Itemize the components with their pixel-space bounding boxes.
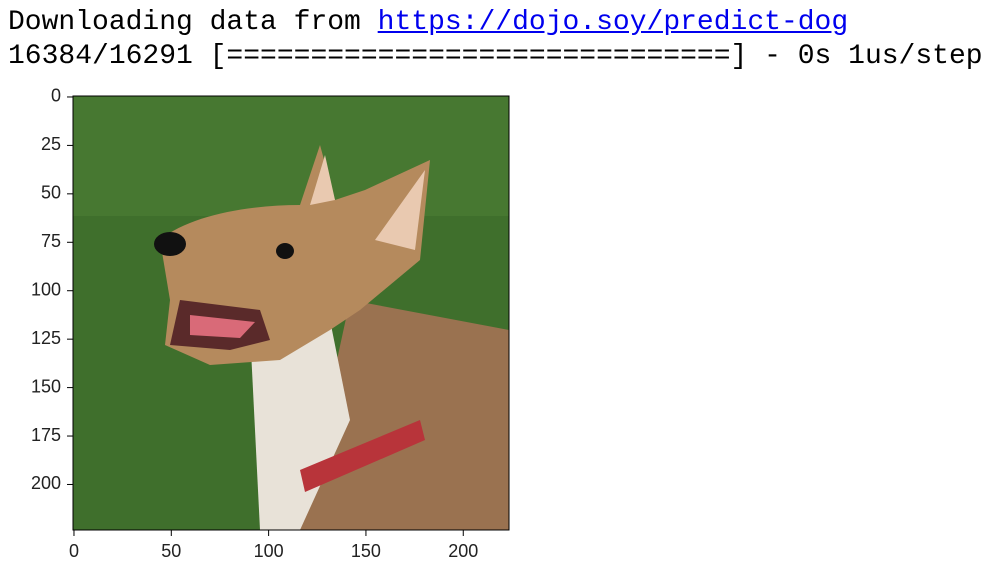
- x-tick-label: 200: [448, 541, 478, 561]
- progress-line: 16384/16291 [===========================…: [8, 41, 983, 72]
- y-tick-label: 125: [31, 328, 61, 348]
- download-text: Downloading data from: [8, 7, 378, 38]
- download-line: Downloading data from https://dojo.soy/p…: [8, 6, 848, 40]
- x-tick-label: 0: [69, 541, 79, 561]
- image: [73, 96, 509, 530]
- y-tick-label: 25: [41, 134, 61, 154]
- y-tick-label: 50: [41, 183, 61, 203]
- y-tick-label: 150: [31, 376, 61, 396]
- plot-frame: [72, 95, 510, 531]
- y-tick-label: 0: [51, 86, 61, 106]
- y-tick-label: 100: [31, 279, 61, 299]
- y-tick-label: 75: [41, 231, 61, 251]
- download-link[interactable]: https://dojo.soy/predict-dog: [377, 7, 849, 38]
- x-tick-label: 100: [254, 541, 284, 561]
- y-tick-label: 175: [31, 425, 61, 445]
- y-tick-label: 200: [31, 473, 61, 493]
- x-tick-label: 150: [351, 541, 381, 561]
- x-tick-label: 50: [161, 541, 181, 561]
